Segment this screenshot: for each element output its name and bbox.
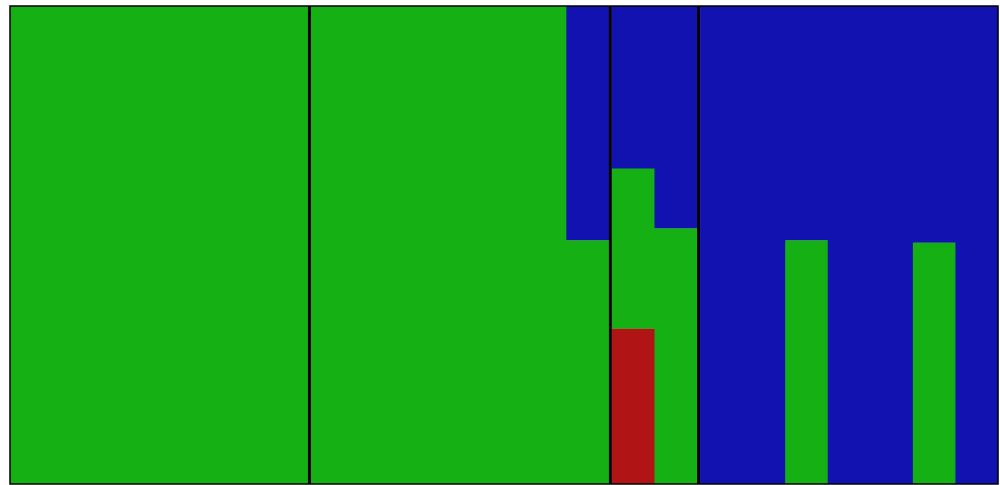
bar-segment-g0-b1-green: [52, 6, 96, 484]
bar-segment-g0-b3-green: [137, 6, 181, 484]
plot-frame: [9, 5, 999, 485]
bar-segment-g2-b1-green: [654, 228, 698, 484]
bar-segment-g3-b5-blue: [912, 6, 957, 243]
bar-segment-g3-b4-blue: [870, 6, 914, 484]
bar-segment-g1-b5-green: [523, 6, 567, 484]
bar-segment-g3-b0-blue: [700, 6, 744, 484]
bar-segment-g2-b0-red: [611, 328, 656, 484]
bar-segment-g3-b2-green: [785, 240, 829, 484]
bar-segment-g3-b5-green: [912, 242, 957, 484]
bar-segment-g1-b6-blue: [566, 6, 610, 241]
group-separator-2: [697, 6, 701, 484]
bar-segment-g2-b0-green: [611, 168, 656, 329]
bar-segment-g0-b0-green: [10, 6, 54, 484]
bar-segment-g0-b5-green: [222, 6, 266, 484]
bar-segment-g0-b6-green: [265, 6, 309, 484]
bar-segment-g1-b6-green: [566, 240, 610, 484]
bar-segment-g1-b2-green: [396, 6, 440, 484]
bar-segment-g1-b1-green: [353, 6, 397, 484]
bar-segment-g2-b0-blue: [611, 6, 656, 169]
group-separator-0: [307, 6, 311, 484]
bar-segment-g0-b4-green: [180, 6, 224, 484]
bar-segment-g2-b1-blue: [654, 6, 698, 229]
group-separator-1: [608, 6, 612, 484]
bar-segment-g1-b0-green: [310, 6, 355, 484]
bar-segment-g3-b3-blue: [827, 6, 871, 484]
bar-segment-g3-b2-blue: [785, 6, 829, 241]
bar-segment-g1-b3-green: [438, 6, 482, 484]
bar-segment-g3-b1-blue: [742, 6, 786, 484]
bar-segment-g0-b2-green: [95, 6, 139, 484]
bar-segment-g1-b4-green: [481, 6, 525, 484]
bar-segment-g3-b6-blue: [955, 6, 999, 484]
